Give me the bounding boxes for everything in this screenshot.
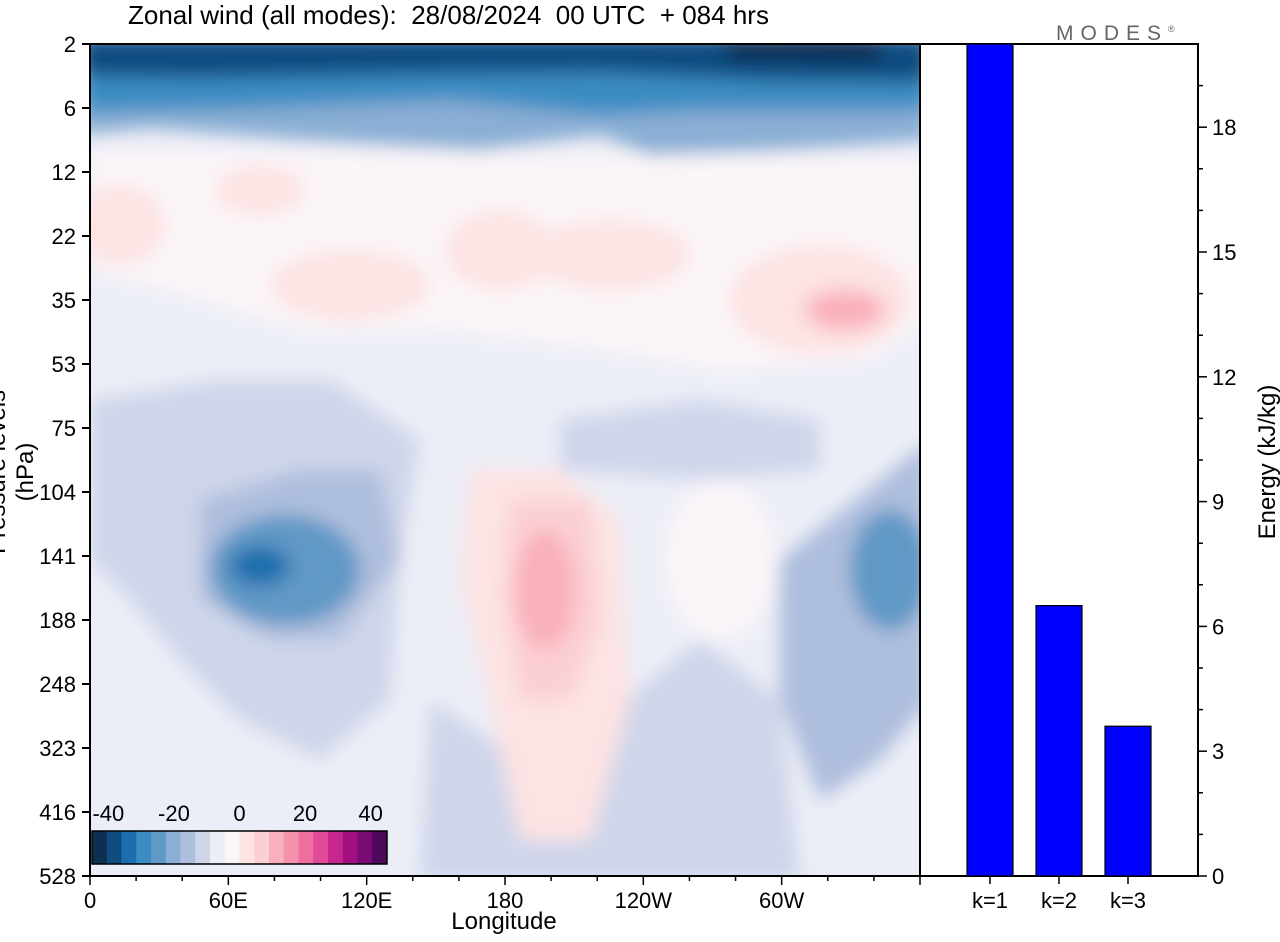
blob-trop-east-mid <box>560 400 820 480</box>
blob-trop-east-right-core <box>850 510 920 630</box>
y-tick-label: 35 <box>52 288 76 313</box>
zonal-wind-heatmap <box>90 44 920 876</box>
colorbar-swatch <box>328 831 344 864</box>
colorbar-swatch <box>283 831 299 864</box>
y-axis-label: Pressure levels (hPa) <box>0 389 39 555</box>
colorbar-swatch <box>151 831 167 864</box>
colorbar-tick-label: 40 <box>358 801 382 826</box>
colorbar-frame <box>91 830 388 865</box>
y-tick-label: 22 <box>52 224 76 249</box>
blob-jet-180-core <box>515 530 575 650</box>
y-tick-label: 416 <box>39 800 76 825</box>
colorbar-swatch <box>195 831 211 864</box>
colorbar-swatch <box>372 831 388 864</box>
energy-bar <box>1104 725 1152 877</box>
energy-axis: 0 3 6 9 12 15 18 <box>1198 84 1236 889</box>
y-tick-label: 141 <box>39 544 76 569</box>
colorbar-tick-label: -40 <box>92 801 124 826</box>
colorbar-swatch <box>165 831 181 864</box>
brand-logo: MODES® <box>1056 22 1175 46</box>
colorbar-swatch <box>106 831 122 864</box>
energy-tick-label: 12 <box>1212 365 1236 390</box>
energy-bar <box>1035 604 1083 877</box>
bar-category-label: k=3 <box>1110 888 1146 913</box>
colorbar-swatch <box>92 831 108 864</box>
blob-west-5 <box>530 220 690 290</box>
bar-category-label: k=1 <box>972 888 1008 913</box>
colorbar-swatch <box>313 831 329 864</box>
x-tick-label: 60W <box>759 888 804 913</box>
colorbar-swatch <box>121 831 137 864</box>
energy-tick-label: 6 <box>1212 614 1224 639</box>
energy-tick-label: 0 <box>1212 864 1224 889</box>
colorbar-tick-label: -20 <box>158 801 190 826</box>
blob-west-lower-right <box>665 480 775 640</box>
energy-tick-label: 15 <box>1212 240 1236 265</box>
blob-west-4 <box>445 210 555 290</box>
blob-strat-east-max <box>723 44 880 62</box>
x-tick-label: 180 <box>487 888 524 913</box>
colorbar-swatch <box>210 831 226 864</box>
y-tick-label: 6 <box>64 96 76 121</box>
colorbar-tick-label: 20 <box>293 801 317 826</box>
brand-name: MODES <box>1056 22 1169 45</box>
pressure-axis: 2 6 12 22 35 53 75 104 141 188 248 323 416 528 <box>39 32 90 889</box>
energy-axis-label: Energy (kJ/kg) <box>1254 384 1280 540</box>
blob-west-2 <box>215 165 305 215</box>
colorbar-swatch <box>298 831 314 864</box>
x-tick-label: 120W <box>615 888 673 913</box>
colorbar-swatch <box>254 831 270 864</box>
x-tick-label: 0 <box>84 888 96 913</box>
energy-tick-label: 9 <box>1212 490 1224 515</box>
x-tick-label: 60E <box>209 888 248 913</box>
colorbar-swatch <box>342 831 358 864</box>
brand-mark: ® <box>1168 24 1175 34</box>
colorbar-tick-label: 0 <box>233 801 245 826</box>
blob-west-6-core <box>805 290 885 330</box>
blob-west-1 <box>90 185 165 265</box>
chart-title: Zonal wind (all modes): 28/08/2024 00 UT… <box>128 0 769 30</box>
y-tick-label: 53 <box>52 352 76 377</box>
y-tick-label: 323 <box>39 736 76 761</box>
x-tick-label: 120E <box>341 888 392 913</box>
colorbar-swatch <box>357 831 373 864</box>
blob-west-3 <box>270 250 430 320</box>
energy-tick-label: 18 <box>1212 115 1236 140</box>
y-tick-label: 104 <box>39 480 76 505</box>
colorbar-swatch <box>180 831 196 864</box>
y-tick-label: 2 <box>64 32 76 57</box>
colorbar-swatch <box>239 831 255 864</box>
colorbar-swatch <box>224 831 240 864</box>
longitude-axis: 0 60E 120E 180 120W 60W <box>84 876 921 913</box>
y-tick-label: 75 <box>52 416 76 441</box>
y-tick-label: 12 <box>52 160 76 185</box>
y-tick-label: 188 <box>39 608 76 633</box>
energy-tick-label: 3 <box>1212 739 1224 764</box>
colorbar-swatch <box>269 831 285 864</box>
blob-trop-east-west-max <box>230 546 290 586</box>
energy-bar <box>966 43 1014 877</box>
colorbar: -40 -20 0 20 40 <box>91 801 388 865</box>
colorbar-swatch <box>136 831 152 864</box>
y-tick-label: 248 <box>39 672 76 697</box>
energy-bars <box>966 43 1152 877</box>
x-axis-label: Longitude <box>451 908 557 935</box>
bar-category-label: k=2 <box>1041 888 1077 913</box>
y-tick-label: 528 <box>39 864 76 889</box>
blob-strat-east-core <box>90 44 920 82</box>
bar-category-axis: k=1 k=2 k=3 <box>972 876 1146 913</box>
